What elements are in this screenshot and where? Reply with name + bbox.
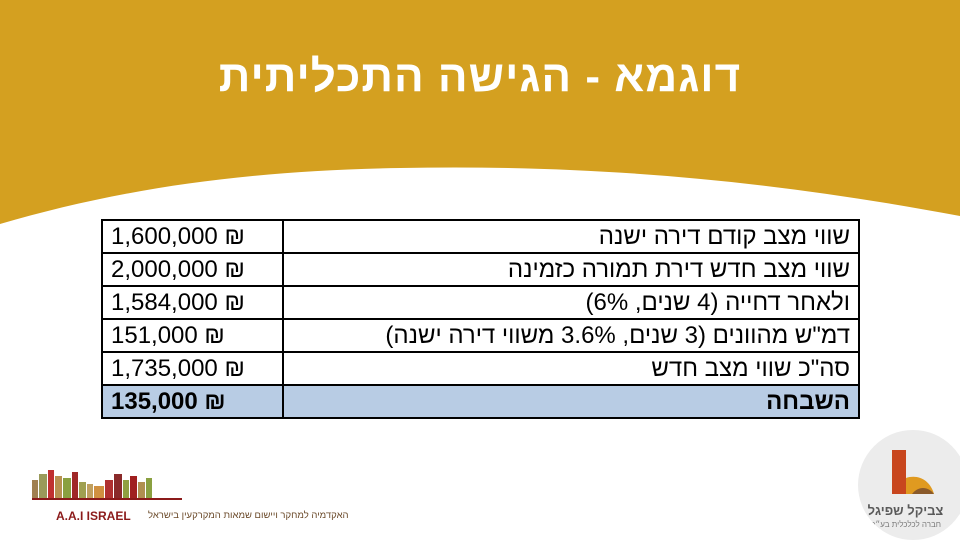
row-label: סה"כ שווי מצב חדש xyxy=(282,351,860,386)
row-amount: 1,735,000 ₪ xyxy=(101,351,284,386)
total-amount: 135,000 ₪ xyxy=(101,384,284,419)
table-row: ולאחר דחייה (4 שנים, 6%) 1,584,000 ₪ xyxy=(101,285,860,320)
spiegel-mark-icon xyxy=(892,450,934,494)
row-label: שווי מצב קודם דירה ישנה xyxy=(282,219,860,254)
row-amount: 1,600,000 ₪ xyxy=(101,219,284,254)
skyline-bars-icon xyxy=(32,470,182,500)
row-amount: 2,000,000 ₪ xyxy=(101,252,284,287)
aai-israel-logo: A.A.I ISRAEL האקדמיה למחקר ויישום שמאות … xyxy=(18,466,349,526)
spiegel-tagline: חברה לכלכלית בע״מ xyxy=(869,520,942,529)
row-label: ולאחר דחייה (4 שנים, 6%) xyxy=(282,285,860,320)
aai-tagline: האקדמיה למחקר ויישום שמאות המקרקעין בישר… xyxy=(148,510,349,521)
row-label: שווי מצב חדש דירת תמורה כזמינה xyxy=(282,252,860,287)
table-row: דמ"ש מהוונים (3 שנים, 3.6% משווי דירה יש… xyxy=(101,318,860,353)
total-row: השבחה 135,000 ₪ xyxy=(101,384,860,419)
valuation-table: שווי מצב קודם דירה ישנה 1,600,000 ₪ שווי… xyxy=(101,219,860,419)
row-amount: 1,584,000 ₪ xyxy=(101,285,284,320)
row-label: דמ"ש מהוונים (3 שנים, 3.6% משווי דירה יש… xyxy=(282,318,860,353)
table-row: שווי מצב חדש דירת תמורה כזמינה 2,000,000… xyxy=(101,252,860,287)
table-row: סה"כ שווי מצב חדש 1,735,000 ₪ xyxy=(101,351,860,386)
spiegel-name: צביקל שפיגל xyxy=(867,503,944,518)
aai-brand-text: A.A.I ISRAEL xyxy=(56,509,131,523)
table-row: שווי מצב קודם דירה ישנה 1,600,000 ₪ xyxy=(101,219,860,254)
total-label: השבחה xyxy=(282,384,860,419)
slide-title: דוגמא - הגישה התכליתית xyxy=(218,52,742,101)
row-amount: 151,000 ₪ xyxy=(101,318,284,353)
spiegel-logo: צביקל שפיגל חברה לכלכלית בע״מ xyxy=(858,430,960,540)
